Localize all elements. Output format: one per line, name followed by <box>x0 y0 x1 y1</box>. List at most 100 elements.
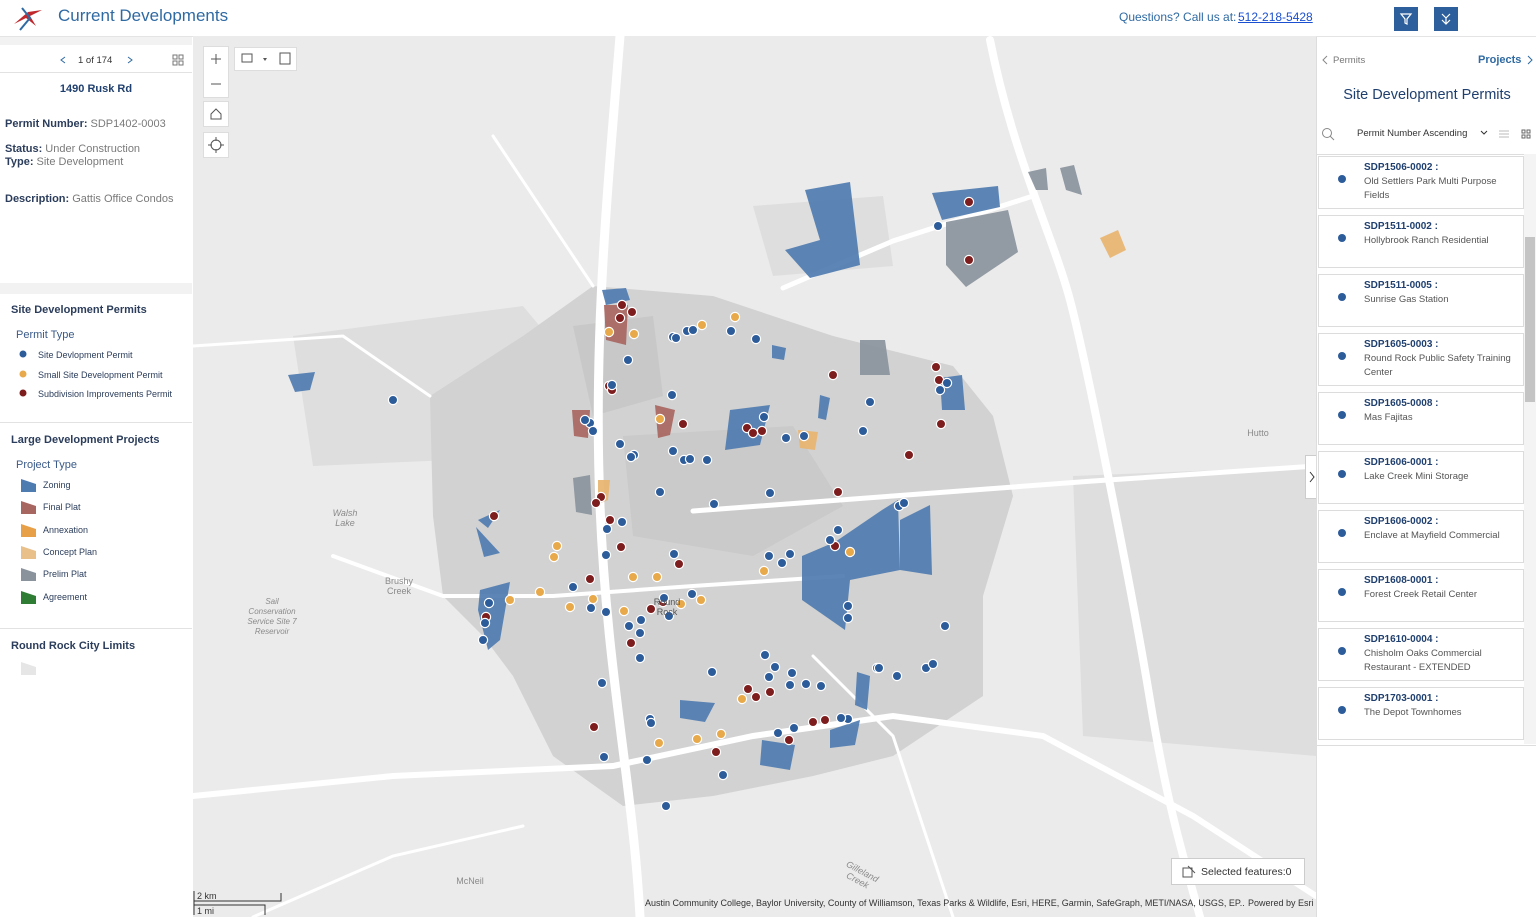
permit-point[interactable] <box>651 571 663 583</box>
permit-point[interactable] <box>691 733 703 745</box>
permit-point[interactable] <box>645 717 657 729</box>
project-area[interactable] <box>573 475 592 515</box>
permit-point[interactable] <box>857 425 869 437</box>
permit-entry[interactable]: SDP1511-0002 : Hollybrook Ranch Residenti… <box>1318 215 1524 268</box>
project-area[interactable] <box>655 405 675 438</box>
permit-point[interactable] <box>832 486 844 498</box>
permit-point[interactable] <box>842 612 854 624</box>
project-area[interactable] <box>604 305 628 345</box>
permit-point[interactable] <box>660 800 672 812</box>
permit-point[interactable] <box>625 637 637 649</box>
permit-point[interactable] <box>844 546 856 558</box>
permit-point[interactable] <box>625 451 637 463</box>
permit-point[interactable] <box>701 454 713 466</box>
permit-point[interactable] <box>615 541 627 553</box>
project-area[interactable] <box>900 505 932 575</box>
permit-point[interactable] <box>590 497 602 509</box>
permit-point[interactable] <box>772 727 784 739</box>
permit-point[interactable] <box>788 722 800 734</box>
permit-point[interactable] <box>635 614 647 626</box>
permit-point[interactable] <box>477 634 489 646</box>
project-area[interactable] <box>1028 168 1048 190</box>
permit-point[interactable] <box>710 746 722 758</box>
permit-point[interactable] <box>601 523 613 535</box>
permit-point[interactable] <box>645 603 657 615</box>
permit-point[interactable] <box>614 312 626 324</box>
permit-point[interactable] <box>658 592 670 604</box>
permit-point[interactable] <box>798 430 810 442</box>
project-area[interactable] <box>860 340 890 375</box>
permit-point[interactable] <box>696 319 708 331</box>
permit-point[interactable] <box>483 597 495 609</box>
project-area[interactable] <box>1100 230 1126 258</box>
permit-point[interactable] <box>742 683 754 695</box>
permit-point[interactable] <box>634 652 646 664</box>
permit-point[interactable] <box>786 667 798 679</box>
project-area[interactable] <box>772 345 786 360</box>
permit-entry[interactable]: SDP1606-0001 : Lake Creek Mini Storage <box>1318 451 1524 504</box>
permit-point[interactable] <box>758 565 770 577</box>
permit-point[interactable] <box>567 581 579 593</box>
permit-point[interactable] <box>627 571 639 583</box>
project-area[interactable] <box>288 372 315 392</box>
permit-point[interactable] <box>687 324 699 336</box>
selected-features[interactable]: Selected features:0 <box>1171 858 1305 885</box>
permit-point[interactable] <box>932 220 944 232</box>
permit-point[interactable] <box>783 734 795 746</box>
permit-point[interactable] <box>534 586 546 598</box>
permit-entry[interactable]: SDP1506-0002 : Old Settlers Park Multi Pu… <box>1318 156 1524 209</box>
permit-point[interactable] <box>686 588 698 600</box>
permit-point[interactable] <box>747 427 759 439</box>
permit-point[interactable] <box>784 679 796 691</box>
permit-point[interactable] <box>927 658 939 670</box>
project-area[interactable] <box>1060 165 1082 195</box>
permit-point[interactable] <box>603 326 615 338</box>
permit-point[interactable] <box>759 649 771 661</box>
permit-point[interactable] <box>800 678 812 690</box>
permit-entry[interactable]: SDP1610-0004 : Chisholm Oaks Commercial R… <box>1318 628 1524 681</box>
permit-point[interactable] <box>815 680 827 692</box>
permit-point[interactable] <box>824 534 836 546</box>
permit-point[interactable] <box>634 627 646 639</box>
permit-point[interactable] <box>941 377 953 389</box>
permit-point[interactable] <box>729 311 741 323</box>
permit-point[interactable] <box>930 361 942 373</box>
permit-point[interactable] <box>668 548 680 560</box>
permit-point[interactable] <box>758 411 770 423</box>
permit-entry[interactable]: SDP1608-0001 : Forest Creek Retail Center <box>1318 569 1524 622</box>
project-area[interactable] <box>855 672 870 710</box>
permit-point[interactable] <box>763 671 775 683</box>
share-button[interactable] <box>1434 7 1458 31</box>
project-area[interactable] <box>476 527 500 557</box>
permit-point[interactable] <box>873 662 885 674</box>
permit-point[interactable] <box>600 549 612 561</box>
locate-button[interactable] <box>203 132 229 158</box>
permit-point[interactable] <box>623 620 635 632</box>
permit-point[interactable] <box>725 325 737 337</box>
permit-point[interactable] <box>504 594 516 606</box>
permit-point[interactable] <box>764 686 776 698</box>
permit-point[interactable] <box>614 438 626 450</box>
permit-entry[interactable]: SDP1606-0002 : Enclave at Mayfield Commer… <box>1318 510 1524 563</box>
home-button[interactable] <box>203 101 229 127</box>
permit-point[interactable] <box>548 551 560 563</box>
select-tools[interactable] <box>234 47 297 71</box>
permit-point[interactable] <box>653 737 665 749</box>
permit-point[interactable] <box>387 394 399 406</box>
sort-dropdown[interactable]: Permit Number Ascending <box>1357 128 1468 139</box>
permit-point[interactable] <box>585 602 597 614</box>
permit-point[interactable] <box>598 751 610 763</box>
permit-point[interactable] <box>616 516 628 528</box>
permit-point[interactable] <box>667 445 679 457</box>
permit-point[interactable] <box>898 497 910 509</box>
permit-entry[interactable]: SDP1605-0003 : Round Rock Public Safety T… <box>1318 333 1524 386</box>
permit-point[interactable] <box>750 691 762 703</box>
permit-point[interactable] <box>616 299 628 311</box>
phone-link[interactable]: 512-218-5428 <box>1238 10 1313 24</box>
permit-point[interactable] <box>832 524 844 536</box>
permit-entry[interactable]: SDP1703-0001 : The Depot Townhomes <box>1318 687 1524 740</box>
permit-point[interactable] <box>807 716 819 728</box>
permit-point[interactable] <box>864 396 876 408</box>
permit-point[interactable] <box>628 328 640 340</box>
permit-point[interactable] <box>706 666 718 678</box>
